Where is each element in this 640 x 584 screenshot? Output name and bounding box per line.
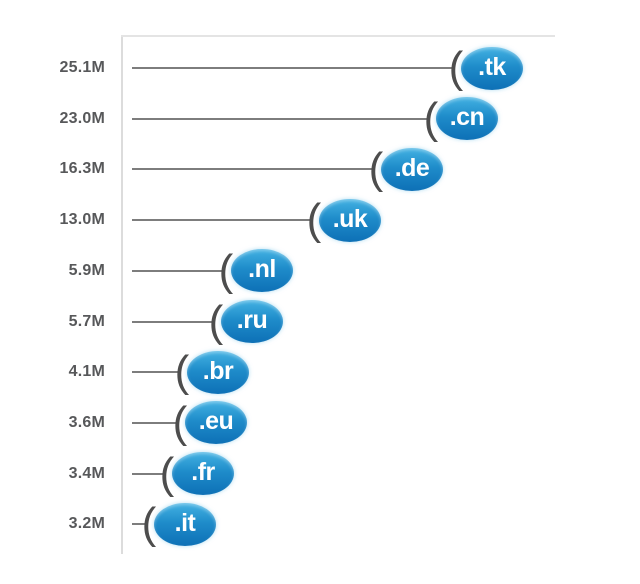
open-paren-decoration: ( bbox=[218, 245, 234, 295]
tld-badge: .tk bbox=[461, 46, 523, 90]
tld-badge: .it bbox=[154, 502, 216, 546]
tld-label: .eu bbox=[198, 407, 234, 436]
tld-label: .cn bbox=[449, 103, 485, 132]
tld-badge: .fr bbox=[172, 452, 234, 496]
plot-top-border bbox=[121, 35, 555, 37]
open-paren-decoration: ( bbox=[448, 43, 464, 92]
tld-badge: .nl bbox=[231, 249, 293, 293]
leader-line bbox=[132, 472, 165, 475]
value-label: 4.1M bbox=[68, 363, 105, 381]
leader-line bbox=[132, 320, 214, 323]
value-label: 13.0M bbox=[59, 211, 105, 229]
tld-label: .de bbox=[394, 153, 430, 182]
tld-label: .nl bbox=[248, 255, 276, 284]
value-label: 3.2M bbox=[68, 515, 105, 533]
tld-label: .ru bbox=[236, 306, 268, 334]
leader-line bbox=[132, 219, 312, 222]
leader-line bbox=[132, 269, 224, 272]
leader-line bbox=[132, 421, 178, 424]
value-label: 5.9M bbox=[68, 261, 105, 279]
tld-label: .tk bbox=[478, 52, 506, 81]
value-label: 5.7M bbox=[68, 312, 105, 330]
open-paren-decoration: ( bbox=[423, 93, 439, 143]
tld-badge: .eu bbox=[185, 401, 247, 445]
leader-line bbox=[132, 371, 180, 374]
value-label: 25.1M bbox=[59, 59, 105, 76]
open-paren-decoration: ( bbox=[141, 499, 157, 549]
tld-label: .uk bbox=[332, 204, 368, 233]
open-paren-decoration: ( bbox=[174, 347, 190, 397]
value-label: 23.0M bbox=[59, 109, 105, 127]
tld-label: .br bbox=[202, 356, 234, 385]
value-label: 3.4M bbox=[68, 464, 105, 482]
open-paren-decoration: ( bbox=[306, 195, 322, 245]
leader-line bbox=[132, 117, 429, 120]
tld-label: .it bbox=[174, 508, 196, 537]
tld-badge: .uk bbox=[319, 198, 381, 242]
open-paren-decoration: ( bbox=[208, 296, 224, 346]
tld-badge: .de bbox=[381, 147, 443, 191]
value-label: 16.3M bbox=[59, 160, 105, 178]
open-paren-decoration: ( bbox=[368, 144, 384, 194]
y-axis-line bbox=[121, 35, 123, 554]
tld-label: .fr bbox=[191, 458, 215, 487]
tld-badge: .ru bbox=[221, 300, 283, 343]
value-label: 3.6M bbox=[68, 413, 105, 431]
tld-badge: .br bbox=[187, 350, 249, 394]
open-paren-decoration: ( bbox=[159, 448, 175, 498]
leader-line bbox=[132, 523, 147, 526]
leader-line bbox=[132, 67, 454, 69]
open-paren-decoration: ( bbox=[172, 397, 188, 447]
leader-line bbox=[132, 168, 374, 171]
tld-badge: .cn bbox=[436, 97, 498, 141]
